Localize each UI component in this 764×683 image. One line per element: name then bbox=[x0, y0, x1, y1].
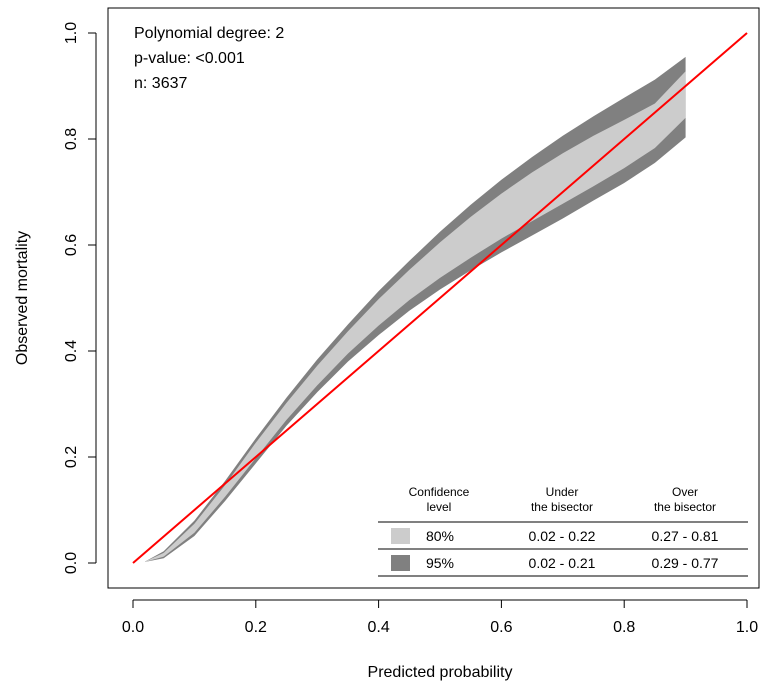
plot-frame bbox=[107, 7, 760, 589]
x-tick-label: 1.0 bbox=[736, 619, 758, 636]
legend-header: Over bbox=[672, 485, 698, 499]
x-tick-label: 0.6 bbox=[490, 619, 512, 636]
legend-header: Confidence bbox=[409, 485, 470, 499]
x-tick-label: 0.2 bbox=[245, 619, 267, 636]
x-axis: 0.0 0.2 0.4 0.6 0.8 1.0 bbox=[122, 599, 758, 636]
legend-header: the bisector bbox=[531, 500, 593, 514]
y-tick-label: 1.0 bbox=[63, 22, 80, 44]
y-tick-label: 0.0 bbox=[63, 552, 80, 574]
bisector-line bbox=[132, 32, 748, 564]
legend-over-range: 0.27 - 0.81 bbox=[652, 528, 719, 544]
x-axis-title: Predicted probability bbox=[368, 664, 513, 681]
x-tick-label: 0.0 bbox=[122, 619, 144, 636]
stats-annotation-line: Polynomial degree: 2 bbox=[134, 25, 284, 42]
legend-under-range: 0.02 - 0.22 bbox=[529, 528, 596, 544]
y-tick-label: 0.4 bbox=[63, 340, 80, 362]
stats-annotation-line: p-value: <0.001 bbox=[134, 50, 245, 67]
legend-level: 95% bbox=[426, 555, 454, 571]
legend-over-range: 0.29 - 0.77 bbox=[652, 555, 719, 571]
x-tick-label: 0.8 bbox=[613, 619, 635, 636]
y-tick-label: 0.8 bbox=[63, 128, 80, 150]
ci80-band bbox=[145, 71, 686, 562]
y-tick-label: 0.2 bbox=[63, 446, 80, 468]
confidence-bands bbox=[145, 56, 686, 562]
x-tick-label: 0.4 bbox=[367, 619, 389, 636]
legend-swatch bbox=[391, 528, 410, 544]
y-axis-title: Observed mortality bbox=[14, 231, 31, 365]
y-tick-label: 0.6 bbox=[63, 234, 80, 256]
legend-swatch bbox=[391, 555, 410, 571]
stats-annotation-line: n: 3637 bbox=[134, 75, 187, 92]
y-axis: 0.0 0.2 0.4 0.6 0.8 1.0 bbox=[63, 22, 97, 574]
legend-level: 80% bbox=[426, 528, 454, 544]
legend-header: level bbox=[427, 500, 452, 514]
legend-header: the bisector bbox=[654, 500, 716, 514]
legend-header: Under bbox=[546, 485, 579, 499]
legend-under-range: 0.02 - 0.21 bbox=[529, 555, 596, 571]
stats-annotations: Polynomial degree: 2 p-value: <0.001 n: 36… bbox=[134, 25, 284, 92]
